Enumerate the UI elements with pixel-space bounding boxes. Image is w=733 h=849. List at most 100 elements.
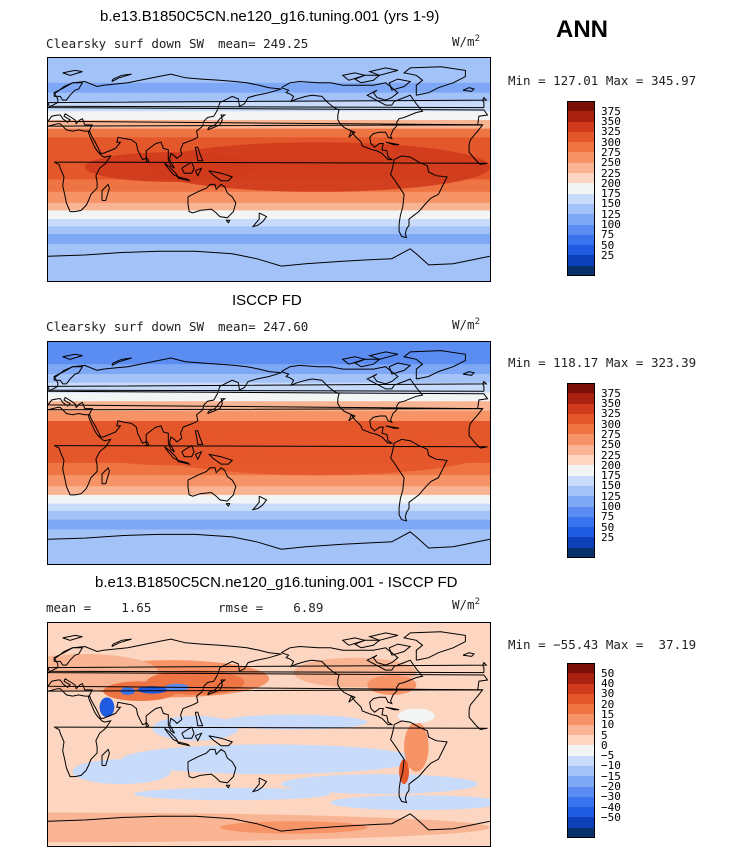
field-band (48, 226, 490, 235)
diff-anomaly (281, 774, 478, 794)
colorbar-tick-label: 100 (601, 218, 621, 232)
colorbar-swatch (567, 245, 595, 256)
field-band (48, 111, 490, 121)
coastline (353, 74, 381, 84)
diff-anomaly (121, 744, 417, 775)
colorbar-swatch (567, 745, 595, 757)
coastline (111, 73, 132, 82)
field-band (48, 519, 490, 530)
panel-1-map-svg (48, 58, 490, 281)
colorbar-swatch (567, 485, 595, 497)
colorbar-swatch (567, 663, 595, 674)
diff-anomaly (330, 795, 490, 811)
coastline (101, 466, 110, 485)
coastline (53, 82, 84, 101)
field-band (48, 529, 490, 564)
colorbar-tick-label: 325 (601, 407, 621, 421)
coastline (225, 784, 231, 789)
coastline (62, 353, 83, 360)
field-band (48, 503, 490, 512)
coastline (194, 146, 204, 162)
colorbar-swatch (567, 537, 595, 549)
diff-anomaly (397, 708, 435, 724)
coastline (462, 652, 475, 657)
colorbar-tick-label: 150 (601, 479, 621, 493)
colorbar-swatch (567, 475, 595, 487)
panel-1-variable-label: Clearsky surf down SW (46, 36, 205, 51)
colorbar-tick-label: 300 (601, 417, 621, 431)
coastline (353, 358, 381, 368)
field-band (48, 219, 490, 227)
panel-2-title: ISCCP FD (232, 292, 302, 309)
colorbar-swatch (567, 683, 595, 695)
coastline (62, 69, 83, 76)
colorbar-tick-label: 100 (601, 500, 621, 514)
field-band (48, 342, 490, 365)
panel-3-colorbar: 50 40 30 20 15 10 5 0 −5 −10 −15 −20 −30 −40 −50 (567, 663, 647, 839)
colorbar-swatch (567, 693, 595, 705)
field-maximum (146, 142, 490, 192)
diff-anomaly (367, 675, 417, 695)
coastline (208, 170, 234, 182)
diff-anomaly (152, 715, 239, 741)
coastline (390, 438, 448, 522)
colorbar-swatch (567, 724, 595, 736)
coastline (402, 631, 466, 661)
field-band (48, 191, 490, 204)
coastline (385, 706, 400, 711)
colorbar-swatch (567, 776, 595, 788)
colorbar-swatch (567, 807, 595, 818)
field-maximum (84, 152, 257, 182)
coastline (48, 380, 488, 392)
coastline (48, 661, 488, 674)
colorbar-tick-label: 50 (601, 666, 615, 680)
colorbar-swatch (567, 796, 595, 808)
colorbar-tick-label: 200 (601, 458, 621, 472)
colorbar-tick-label: 175 (601, 469, 621, 483)
panel-1-unit-label: W/m2 (452, 34, 480, 50)
coastline (367, 67, 399, 76)
colorbar-swatch (567, 224, 595, 236)
colorbar-tick-label: 40 (601, 677, 615, 691)
coastline (48, 96, 488, 109)
panel-3-rmse-label: rmse = 6.89 (218, 600, 324, 615)
colorbar-tick-label: 200 (601, 176, 621, 190)
field-band (48, 411, 490, 422)
colorbar-swatch (567, 413, 595, 425)
colorbar-tick-label: 50 (601, 238, 615, 252)
panel-3-mean-label: mean = 1.65 (46, 600, 152, 615)
field-band (48, 392, 490, 402)
colorbar-tick-label: 50 (601, 520, 615, 534)
coastline (251, 495, 268, 511)
coastline (281, 364, 424, 444)
colorbar-swatch (567, 704, 595, 715)
coastline (207, 114, 227, 131)
coastline (111, 357, 132, 366)
field-band (48, 128, 490, 138)
colorbar-swatch (567, 121, 595, 133)
coastline (251, 212, 268, 228)
colorbar-swatch (567, 193, 595, 205)
coastline (111, 638, 132, 647)
colorbar-swatch (567, 465, 595, 477)
field-band (48, 475, 490, 487)
coastline (177, 459, 191, 465)
colorbar-tick-label: −15 (601, 769, 621, 783)
diff-anomaly (219, 714, 368, 730)
field-band (48, 202, 490, 211)
panel-1-minmax-label: Min = 127.01 Max = 345.97 (508, 73, 697, 88)
panel-1-mean-label: mean= 249.25 (218, 36, 309, 51)
colorbar-tick-label: 10 (601, 718, 615, 732)
colorbar-swatch (567, 111, 595, 123)
colorbar-swatch (567, 142, 595, 153)
colorbar-swatch (567, 786, 595, 798)
colorbar-swatch (567, 444, 595, 456)
coastline (177, 741, 191, 747)
coastline (385, 141, 400, 146)
coastline (281, 645, 424, 726)
coastline (187, 748, 237, 784)
field-band (48, 58, 490, 84)
coastline (353, 639, 381, 649)
colorbar-tick-label: 25 (601, 248, 615, 262)
diff-anomaly (99, 697, 115, 718)
